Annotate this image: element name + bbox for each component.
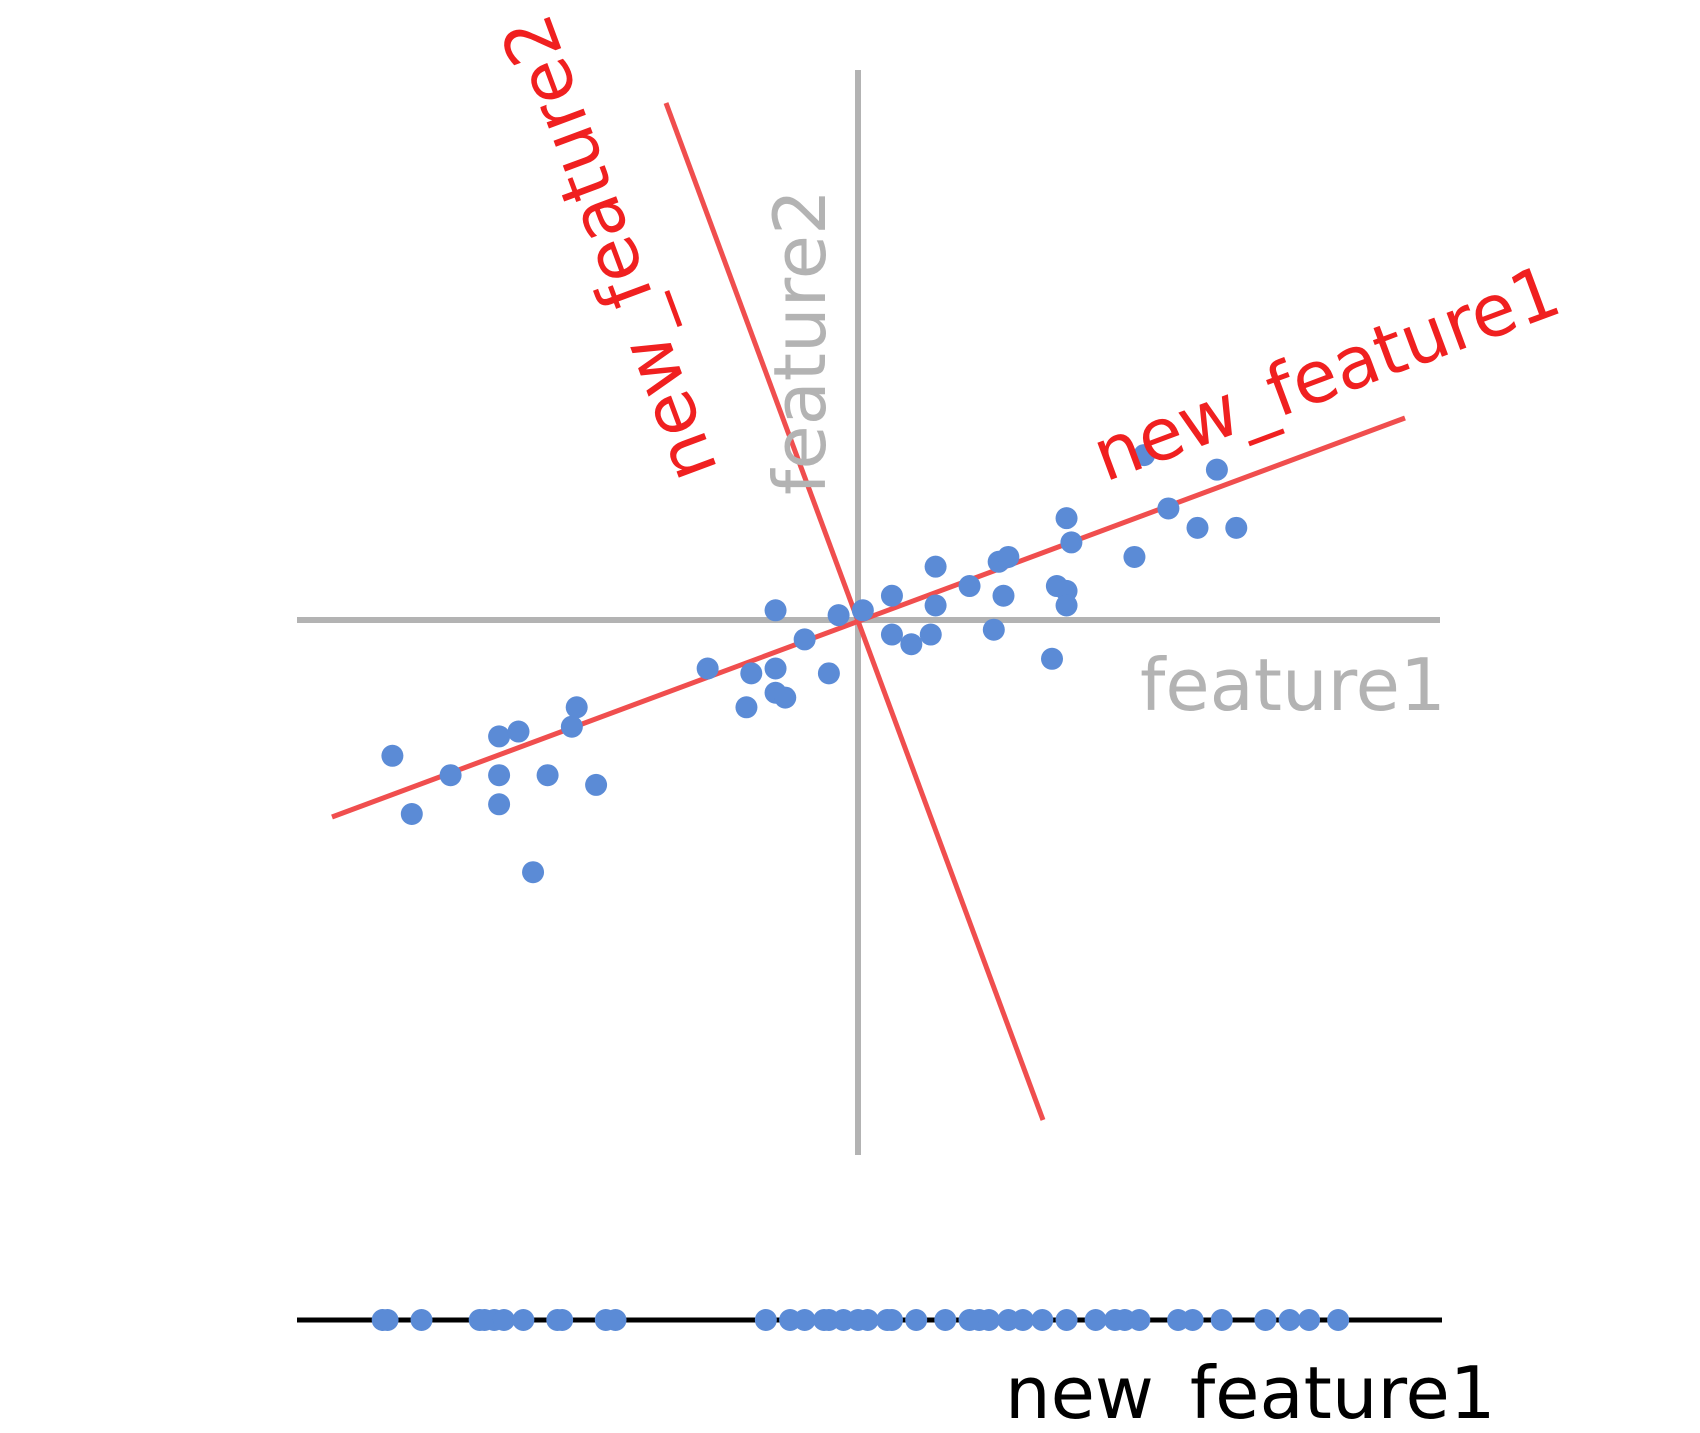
data-point — [817, 662, 840, 685]
data-point — [1133, 444, 1156, 467]
data-point — [536, 764, 559, 787]
data-point — [1055, 594, 1078, 617]
data-point — [585, 773, 608, 796]
data-point — [924, 594, 947, 617]
data-point — [1205, 458, 1228, 481]
projected-point — [1084, 1309, 1107, 1331]
data-point — [439, 764, 462, 787]
data-point — [880, 623, 903, 646]
new-feature1-label: new_feature1 — [1082, 248, 1571, 498]
data-point — [1123, 545, 1146, 568]
data-point — [400, 803, 423, 825]
projected-point — [1128, 1309, 1151, 1331]
data-point — [900, 633, 923, 656]
data-point — [1060, 531, 1083, 554]
new-feature2-label: new_feature2 — [484, 4, 734, 493]
projected-point — [1011, 1309, 1034, 1331]
projected-point — [1278, 1309, 1301, 1331]
data-point — [560, 715, 583, 738]
data-point — [1157, 497, 1180, 520]
feature2-label: feature2 — [758, 189, 842, 495]
projection-axis-label: new_feature1 — [1005, 1351, 1496, 1428]
projected-point — [754, 1309, 777, 1331]
data-point — [488, 764, 511, 787]
data-point — [851, 599, 874, 622]
data-point — [764, 657, 787, 680]
projected-point — [977, 1309, 1000, 1331]
projected-point — [880, 1309, 903, 1331]
data-point — [992, 584, 1015, 607]
projected-points — [371, 1309, 1350, 1331]
data-point — [997, 545, 1020, 568]
feature1-label: feature1 — [1140, 643, 1446, 727]
data-point — [740, 662, 763, 685]
projected-point — [492, 1309, 515, 1331]
projected-point — [856, 1309, 879, 1331]
data-point — [522, 861, 545, 884]
data-point — [381, 744, 404, 767]
data-point — [488, 725, 511, 748]
data-point — [735, 696, 758, 719]
projected-point — [376, 1309, 399, 1331]
data-point — [924, 555, 947, 578]
projected-point — [1210, 1309, 1233, 1331]
projected-point — [1031, 1309, 1054, 1331]
data-point — [1186, 516, 1209, 539]
projected-point — [551, 1309, 574, 1331]
projected-point — [905, 1309, 928, 1331]
data-point — [827, 604, 850, 627]
data-point — [565, 696, 588, 719]
data-point — [880, 584, 903, 607]
data-point — [774, 686, 797, 709]
data-point — [696, 657, 719, 680]
projected-point — [1055, 1309, 1078, 1331]
data-point — [764, 599, 787, 622]
projected-point — [1254, 1309, 1277, 1331]
projected-point — [1327, 1309, 1350, 1331]
data-point — [488, 793, 511, 816]
data-point — [1225, 516, 1248, 539]
data-point — [1055, 507, 1078, 530]
data-point — [982, 618, 1005, 641]
projected-point — [410, 1309, 433, 1331]
data-point — [919, 623, 942, 646]
projected-point — [604, 1309, 627, 1331]
projected-point — [1298, 1309, 1321, 1331]
data-point — [958, 575, 981, 598]
projected-point — [934, 1309, 957, 1331]
data-point — [1041, 647, 1063, 670]
projected-point — [1181, 1309, 1204, 1331]
projected-point — [793, 1309, 816, 1331]
data-point — [507, 720, 530, 743]
data-point — [793, 628, 816, 651]
projected-point — [512, 1309, 535, 1331]
scatter-points — [381, 444, 1248, 884]
